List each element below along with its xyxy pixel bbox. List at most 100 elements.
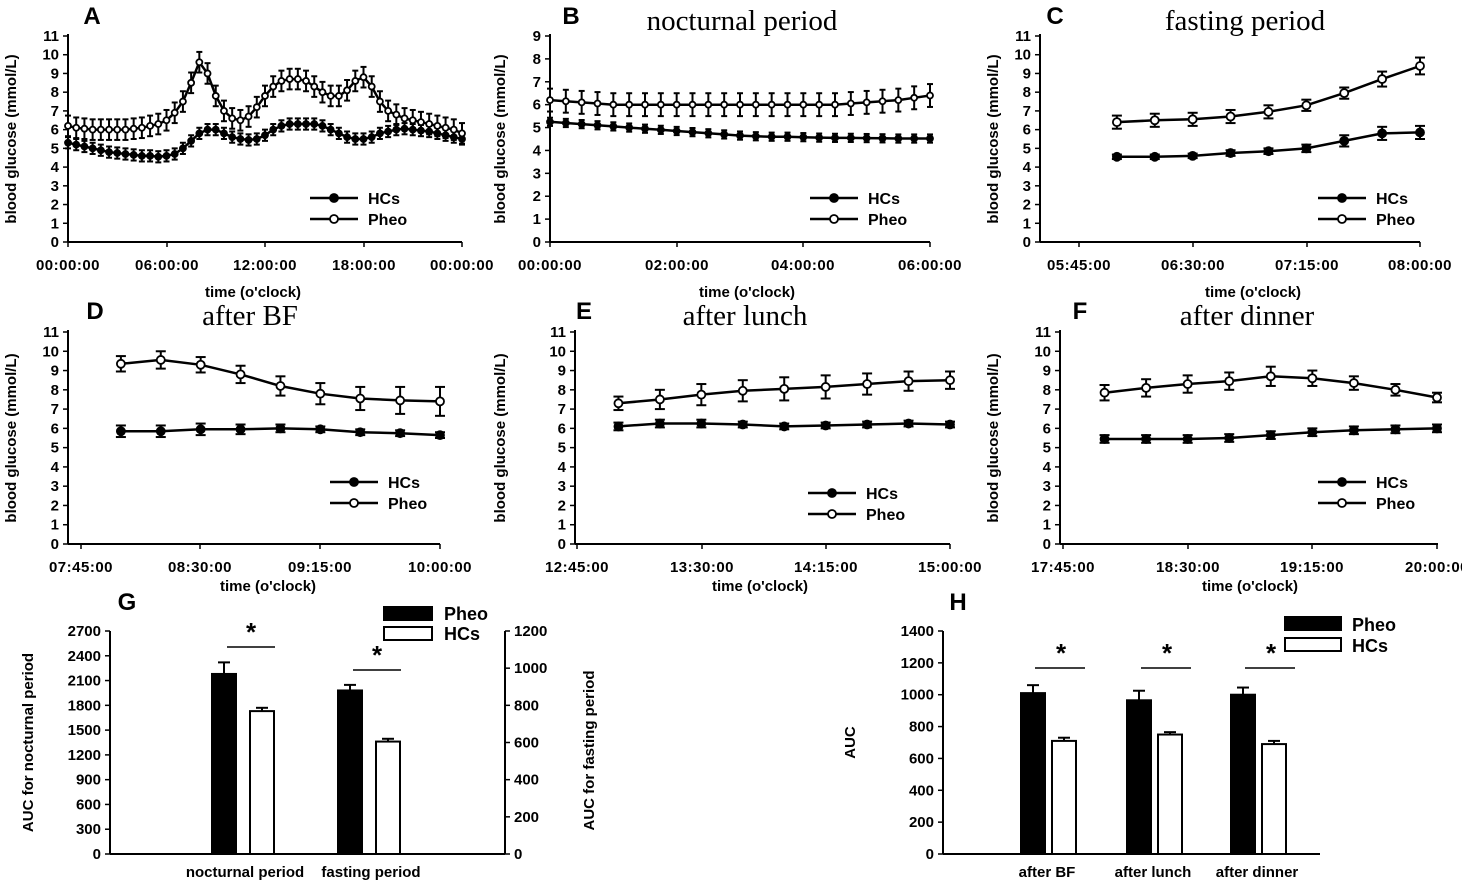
data-point (767, 132, 776, 141)
data-point (293, 75, 302, 83)
data-point (162, 151, 171, 160)
y-tick-label: 2400 (68, 648, 101, 665)
y-tick-label: 2 (533, 188, 541, 205)
panel-title: fasting period (1165, 5, 1326, 37)
legend-marker (829, 214, 839, 224)
legend-label: Pheo (1376, 212, 1415, 229)
y2-tick-label: 200 (514, 809, 539, 826)
y-tick-label: 1 (533, 211, 541, 228)
data-point (1187, 114, 1198, 125)
data-point (203, 69, 212, 78)
data-point (326, 125, 335, 134)
data-point (1390, 384, 1401, 395)
data-point (277, 77, 286, 85)
data-point (285, 120, 294, 128)
panel-letter: A (83, 3, 100, 30)
y-tick-label: 1200 (68, 747, 101, 764)
x-tick-label: 06:30:00 (1161, 257, 1225, 274)
data-point (435, 396, 445, 407)
legend-marker (827, 509, 837, 519)
y-tick-label: 200 (909, 814, 934, 831)
data-point (310, 82, 319, 91)
x-tick-label: 00:00:00 (36, 257, 100, 274)
data-point (72, 123, 81, 132)
data-point (137, 151, 146, 160)
data-point (392, 110, 401, 119)
data-point (162, 116, 171, 125)
data-point (1415, 127, 1425, 138)
data-point (315, 424, 326, 435)
data-point (894, 96, 903, 104)
y-tick-label: 2 (51, 197, 59, 214)
y-tick-label: 5 (1023, 140, 1031, 157)
data-point (688, 100, 697, 109)
data-point (195, 359, 206, 370)
legend-label: Pheo (1376, 496, 1415, 513)
y-tick-label: 5 (51, 140, 59, 157)
data-point (220, 129, 228, 138)
data-point (228, 114, 237, 123)
y-tick-label: 7 (558, 401, 566, 418)
data-point (720, 130, 729, 139)
y-tick-label: 7 (533, 74, 541, 91)
y-tick-label: 1800 (68, 697, 101, 714)
legend-marker (329, 214, 339, 224)
data-point (334, 129, 343, 138)
x-tick-label: 13:30:00 (670, 559, 734, 576)
data-point (154, 152, 163, 161)
data-point (688, 128, 697, 137)
data-point (1182, 379, 1193, 389)
x-axis-label: time (o'clock) (1205, 284, 1301, 301)
data-point (293, 120, 302, 128)
category-label: after BF (1019, 864, 1076, 881)
data-point (625, 100, 634, 109)
data-point (945, 419, 955, 430)
data-point (820, 420, 831, 431)
data-point (894, 134, 903, 143)
data-point (96, 146, 105, 155)
data-point (252, 135, 261, 143)
data-point (435, 430, 445, 441)
data-point (115, 426, 126, 437)
y-tick-label: 0 (1043, 536, 1051, 553)
y-tick-label: 1 (1043, 517, 1051, 534)
data-point (137, 123, 146, 132)
y-tick-label: 0 (51, 234, 59, 251)
series-hcs: HCs (115, 422, 445, 492)
x-tick-label: 07:45:00 (49, 559, 113, 576)
y-tick-label: 900 (76, 772, 101, 789)
legend-marker (1337, 193, 1347, 203)
y-tick-label: 10 (1034, 343, 1051, 360)
data-point (129, 124, 138, 133)
legend-label: Pheo (368, 212, 407, 229)
data-point (593, 121, 602, 130)
y2-tick-label: 400 (514, 772, 539, 789)
y-tick-label: 0 (51, 536, 59, 553)
data-point (737, 385, 748, 396)
data-point (72, 140, 81, 149)
data-point (609, 100, 618, 109)
legend-marker (827, 488, 837, 498)
data-point (656, 100, 665, 109)
data-point (577, 120, 586, 129)
y-tick-label: 11 (43, 324, 59, 341)
data-point (799, 100, 808, 109)
series-pheo: Pheo (1099, 365, 1442, 513)
x-tick-label: 17:45:00 (1031, 559, 1095, 576)
bar (1020, 692, 1046, 855)
y-tick-label: 0 (1023, 234, 1031, 251)
data-point (1348, 378, 1359, 388)
y-tick-label: 9 (533, 28, 541, 45)
significance-star: * (1266, 638, 1277, 668)
legend-label: HCs (444, 624, 480, 644)
bar (337, 689, 363, 856)
y-tick-label: 6 (51, 420, 59, 437)
data-point (64, 138, 72, 147)
y-tick-label: 5 (51, 440, 59, 457)
y-tick-label: 10 (42, 47, 59, 64)
legend-swatch (1284, 616, 1342, 631)
data-point (654, 418, 665, 429)
data-point (625, 123, 634, 132)
y-tick-label: 9 (1043, 363, 1051, 380)
